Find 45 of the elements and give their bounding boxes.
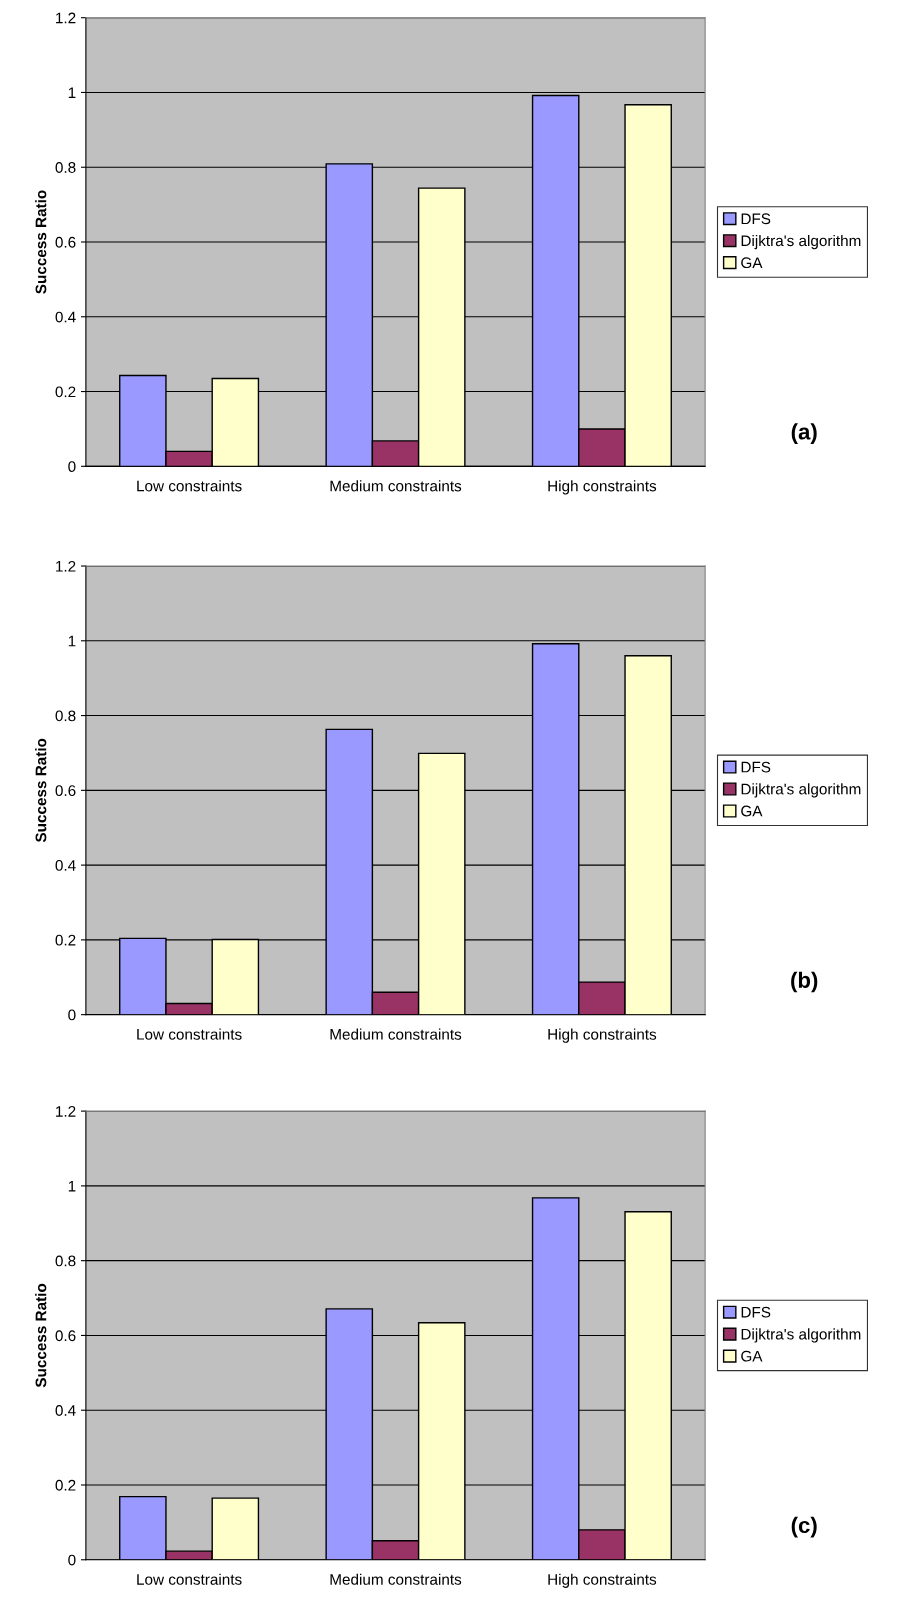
legend-label: GA xyxy=(741,805,763,817)
text: (b) xyxy=(791,971,818,993)
y-tick-label: 0.4 xyxy=(55,311,76,323)
y-tick-label: 0.2 xyxy=(55,934,76,946)
y-tick-label: 0 xyxy=(68,1554,76,1566)
y-tick-label: 0.6 xyxy=(55,785,76,797)
legend-label: Dijktra's algorithm xyxy=(741,234,861,250)
y-tick-label: 1 xyxy=(68,87,76,98)
y-tick-label: 1.2 xyxy=(56,12,76,24)
y-tick-label: 0.8 xyxy=(55,162,76,173)
legend-label: GA xyxy=(741,257,763,269)
y-tick-label: 0.6 xyxy=(55,236,76,248)
y-tick-label: 0.8 xyxy=(55,710,76,722)
x-tick-label: Medium constraints xyxy=(330,1028,462,1040)
y-axis-title: Success Ratio xyxy=(35,190,47,294)
y-tick-label: 0 xyxy=(68,1009,76,1021)
x-tick-label: High constraints xyxy=(548,1573,657,1588)
y-tick-label: 0.4 xyxy=(55,1405,76,1416)
y-tick-label: 0.6 xyxy=(55,1330,76,1342)
y-tick-label: 0.4 xyxy=(55,859,76,871)
y-axis-title: Success Ratio xyxy=(35,1283,47,1388)
legend-label: GA xyxy=(741,1350,763,1362)
y-tick-label: 1 xyxy=(68,1180,76,1192)
text: (a) xyxy=(791,423,817,445)
y-tick-label: 1 xyxy=(68,635,76,647)
legend-label: DFS xyxy=(741,213,771,225)
legend-label: Dijktra's algorithm xyxy=(741,783,861,798)
y-tick-label: 0.8 xyxy=(55,1255,76,1267)
y-axis-title: Success Ratio xyxy=(35,738,47,843)
x-tick-label: Medium constraints xyxy=(330,1573,462,1585)
x-tick-label: Low constraints xyxy=(137,1573,242,1585)
x-tick-label: High constraints xyxy=(548,480,657,495)
y-tick-label: 0.2 xyxy=(55,1479,76,1491)
x-tick-label: High constraints xyxy=(548,1028,657,1043)
y-tick-label: 1.2 xyxy=(56,560,76,572)
legend-label: DFS xyxy=(741,1306,771,1318)
legend-label: Dijktra's algorithm xyxy=(741,1328,861,1343)
x-tick-label: Medium constraints xyxy=(330,480,462,492)
legend-label: DFS xyxy=(741,761,771,773)
text: (c) xyxy=(791,1516,817,1538)
y-tick-label: 0.2 xyxy=(55,386,76,398)
y-tick-label: 0 xyxy=(68,461,76,473)
x-tick-label: Low constraints xyxy=(137,480,242,492)
y-tick-label: 1.2 xyxy=(56,1106,76,1117)
x-tick-label: Low constraints xyxy=(137,1028,242,1040)
